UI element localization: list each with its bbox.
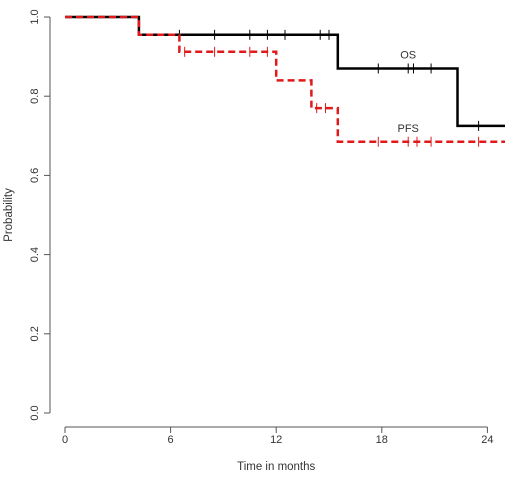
pfs-curve xyxy=(65,15,505,143)
os-curve xyxy=(65,15,505,128)
y-tick-label-5: 1.0 xyxy=(29,9,41,24)
os-series: OS xyxy=(65,15,505,131)
x-tick-label-12: 12 xyxy=(270,434,282,446)
x-axis-title: Time in months xyxy=(237,461,315,473)
y-tick-label-4: 0.8 xyxy=(29,89,41,104)
y-tick-label-1: 0.2 xyxy=(29,326,41,341)
os-label: OS xyxy=(400,50,416,62)
x-tick-label-24: 24 xyxy=(481,434,493,446)
y-axis-title: Probability xyxy=(3,188,15,242)
pfs-label: PFS xyxy=(397,123,418,135)
y-tick-label-0: 0.0 xyxy=(29,405,41,420)
series-layer: OS PFS xyxy=(65,15,505,147)
axes: 0 6 12 18 24 0.0 0.2 0.4 0.6 0.8 1.0 xyxy=(29,9,494,446)
x-tick-label-0: 0 xyxy=(62,434,68,446)
x-tick-label-6: 6 xyxy=(168,434,174,446)
x-tick-label-18: 18 xyxy=(376,434,388,446)
y-tick-label-2: 0.4 xyxy=(29,247,41,262)
pfs-series: PFS xyxy=(65,15,505,147)
y-tick-label-3: 0.6 xyxy=(29,168,41,183)
